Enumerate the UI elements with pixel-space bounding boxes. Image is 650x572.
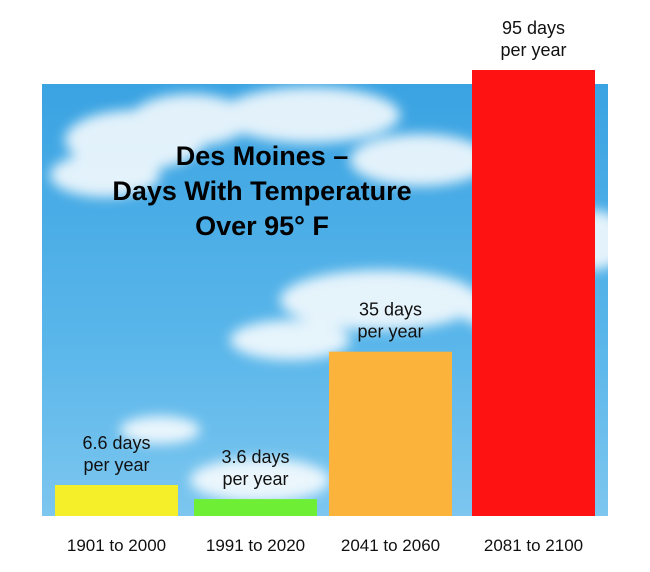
bar-3 [329, 351, 452, 516]
title-line-3: Over 95° F [195, 211, 329, 241]
x-tick-label-2: 1991 to 2020 [206, 536, 305, 555]
bar-2 [194, 499, 317, 516]
title-line-2: Days With Temperature [112, 176, 411, 206]
bar-1 [55, 485, 178, 516]
data-label-4-line-2: per year [500, 40, 566, 60]
x-tick-label-4: 2081 to 2100 [484, 536, 583, 555]
data-label-3-line-2: per year [357, 322, 423, 342]
data-label-2-line-2: per year [222, 469, 288, 489]
bars [55, 70, 595, 516]
x-tick-label-3: 2041 to 2060 [341, 536, 440, 555]
bar-4 [472, 70, 595, 516]
data-label-2-line-1: 3.6 days [221, 447, 289, 467]
data-label-1-line-2: per year [83, 455, 149, 475]
data-label-3-line-1: 35 days [359, 300, 422, 320]
x-axis-ticks: 1901 to 2000 1991 to 2020 2041 to 2060 2081… [67, 536, 583, 555]
title-line-1: Des Moines – [176, 141, 349, 171]
data-label-1-line-1: 6.6 days [82, 433, 150, 453]
chart-title: Des Moines – Days With Temperature Over 95… [112, 141, 411, 241]
data-label-4-line-1: 95 days [502, 18, 565, 38]
x-tick-label-1: 1901 to 2000 [67, 536, 166, 555]
